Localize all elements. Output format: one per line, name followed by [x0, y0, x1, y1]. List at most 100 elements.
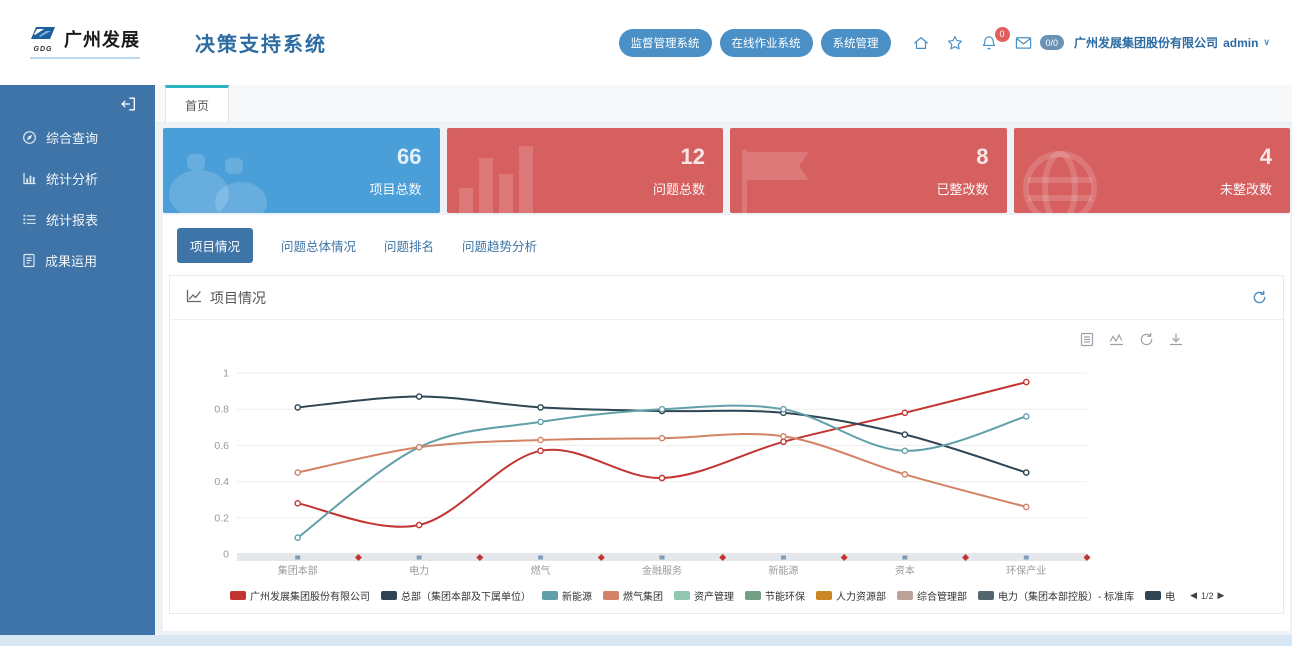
legend-item[interactable]: 新能源: [542, 588, 592, 603]
legend-item[interactable]: 人力资源部: [816, 588, 886, 603]
legend-item[interactable]: 综合管理部: [897, 588, 967, 603]
sidebar-menu: 综合查询 统计分析统计报表成果运用: [0, 117, 155, 281]
legend-pager: ◀ 1/2 ▶: [1190, 590, 1224, 601]
tab-strip: 首页: [155, 85, 1292, 123]
legend-item[interactable]: 总部（集团本部及下属单位）: [381, 588, 531, 603]
data-point[interactable]: [780, 438, 787, 446]
stat-label: 未整改数: [1219, 182, 1272, 197]
data-point[interactable]: [1022, 378, 1030, 386]
legend-swatch: [542, 591, 558, 600]
data-point[interactable]: [294, 534, 302, 542]
sidebar-item-list[interactable]: 统计报表: [0, 199, 155, 240]
sidebar-item-bar-chart[interactable]: 统计分析: [0, 158, 155, 199]
data-point[interactable]: [537, 447, 544, 455]
data-point[interactable]: [294, 404, 302, 411]
legend-item[interactable]: 节能环保: [745, 588, 805, 603]
chart-line-icon: [186, 289, 202, 306]
stat-card[interactable]: 12 问题总数: [446, 128, 723, 213]
data-point[interactable]: [537, 418, 544, 426]
data-point[interactable]: [294, 500, 302, 507]
x-axis-label: 燃气: [531, 564, 551, 577]
sidebar-item-compass[interactable]: 综合查询: [0, 117, 155, 158]
tab-home[interactable]: 首页: [165, 85, 229, 122]
x-axis-tick: [416, 555, 422, 560]
legend-item[interactable]: 电力（集团本部控股）- 标准库: [978, 588, 1134, 603]
data-point[interactable]: [780, 433, 787, 440]
logo[interactable]: GDG 广州发展: [30, 26, 140, 59]
data-point[interactable]: [294, 469, 302, 476]
bar-chart-icon: [22, 171, 37, 186]
logo-text: 广州发展: [64, 30, 140, 50]
mail-badge: 0/0: [1039, 35, 1065, 50]
user-menu[interactable]: 广州发展集团股份有限公司 admin ∨: [1074, 34, 1270, 51]
data-point[interactable]: [658, 474, 666, 482]
data-point[interactable]: [415, 443, 423, 451]
download-icon[interactable]: [1169, 332, 1183, 347]
stat-value: 66: [397, 144, 422, 169]
data-point[interactable]: [1022, 469, 1030, 476]
data-point[interactable]: [537, 436, 544, 444]
stat-cards: 66 项目总数 12 问题总数 8 已整改数 4 未整改数: [163, 128, 1290, 213]
chart-legend: 广州发展集团股份有限公司 总部（集团本部及下属单位） 新能源 燃气集团 资产管理 节能环保…: [230, 588, 1283, 603]
data-point[interactable]: [1022, 413, 1030, 420]
legend-pager-next-button[interactable]: ▶: [1217, 590, 1225, 600]
data-point[interactable]: [901, 447, 909, 455]
system-link-button[interactable]: 系统管理: [820, 28, 891, 57]
legend-item[interactable]: 资产管理: [674, 588, 734, 603]
y-axis-label: 0: [223, 549, 229, 561]
legend-swatch: [674, 591, 690, 600]
section-tab[interactable]: 问题总体情况: [281, 240, 357, 254]
legend-label: 电力（集团本部控股）- 标准库: [998, 592, 1135, 603]
data-point[interactable]: [658, 434, 666, 442]
stat-label: 问题总数: [652, 182, 705, 197]
data-view-icon[interactable]: [1080, 332, 1094, 347]
collapse-sidebar-button[interactable]: [0, 85, 155, 117]
data-point[interactable]: [537, 404, 544, 411]
stat-card[interactable]: 66 项目总数: [163, 128, 440, 213]
system-link-button[interactable]: 监督管理系统: [618, 28, 712, 57]
data-point[interactable]: [415, 521, 423, 529]
legend-pager-prev-button[interactable]: ◀: [1190, 590, 1198, 600]
mail-icon[interactable]: [1011, 34, 1036, 51]
list-icon: [22, 212, 37, 227]
data-point[interactable]: [901, 431, 909, 438]
x-axis-tick: [295, 555, 301, 560]
home-icon[interactable]: [909, 34, 933, 52]
switch-chart-type-icon[interactable]: [1109, 332, 1124, 347]
section-tab[interactable]: 项目情况: [177, 228, 254, 263]
chart-toolbox: [170, 320, 1283, 347]
legend-item[interactable]: 燃气集团: [603, 588, 663, 603]
data-point[interactable]: [415, 393, 423, 400]
sidebar-item-label: 统计报表: [46, 213, 99, 228]
legend-item[interactable]: 电: [1145, 588, 1175, 603]
x-axis-label: 电力: [409, 564, 429, 577]
y-axis-label: 1: [223, 368, 229, 380]
legend-pager-page: 1/2: [1201, 590, 1214, 601]
star-icon[interactable]: [943, 34, 967, 52]
data-point[interactable]: [901, 471, 909, 478]
stat-card[interactable]: 8 已整改数: [730, 128, 1007, 213]
section-tab[interactable]: 问题趋势分析: [462, 240, 538, 254]
axis-marker: [962, 554, 970, 561]
restore-icon[interactable]: [1139, 332, 1154, 347]
legend-swatch: [230, 591, 246, 600]
data-point[interactable]: [658, 405, 666, 413]
legend-item[interactable]: 广州发展集团股份有限公司: [230, 588, 370, 603]
data-point[interactable]: [1022, 503, 1030, 511]
system-link-button[interactable]: 在线作业系统: [719, 28, 813, 57]
section-tab[interactable]: 问题排名: [384, 240, 435, 254]
stat-card[interactable]: 4 未整改数: [1013, 128, 1290, 213]
legend-label: 节能环保: [765, 592, 805, 603]
legend-label: 广州发展集团股份有限公司: [250, 592, 370, 603]
header-actions: 监督管理系统 在线作业系统 系统管理 0 0/0 广州发展集团股份有限公司 admi…: [618, 26, 1270, 57]
legend-label: 人力资源部: [836, 592, 886, 603]
data-point[interactable]: [901, 409, 909, 417]
gdg-logo-icon: GDG: [30, 26, 56, 53]
data-point[interactable]: [780, 405, 787, 413]
legend-swatch: [381, 591, 397, 600]
legend-swatch: [978, 591, 994, 600]
sidebar-item-document[interactable]: 成果运用: [0, 240, 155, 281]
sidebar-item-label: 成果运用: [45, 254, 98, 269]
refresh-icon[interactable]: [1252, 290, 1267, 305]
bell-icon[interactable]: 0: [977, 26, 1010, 52]
